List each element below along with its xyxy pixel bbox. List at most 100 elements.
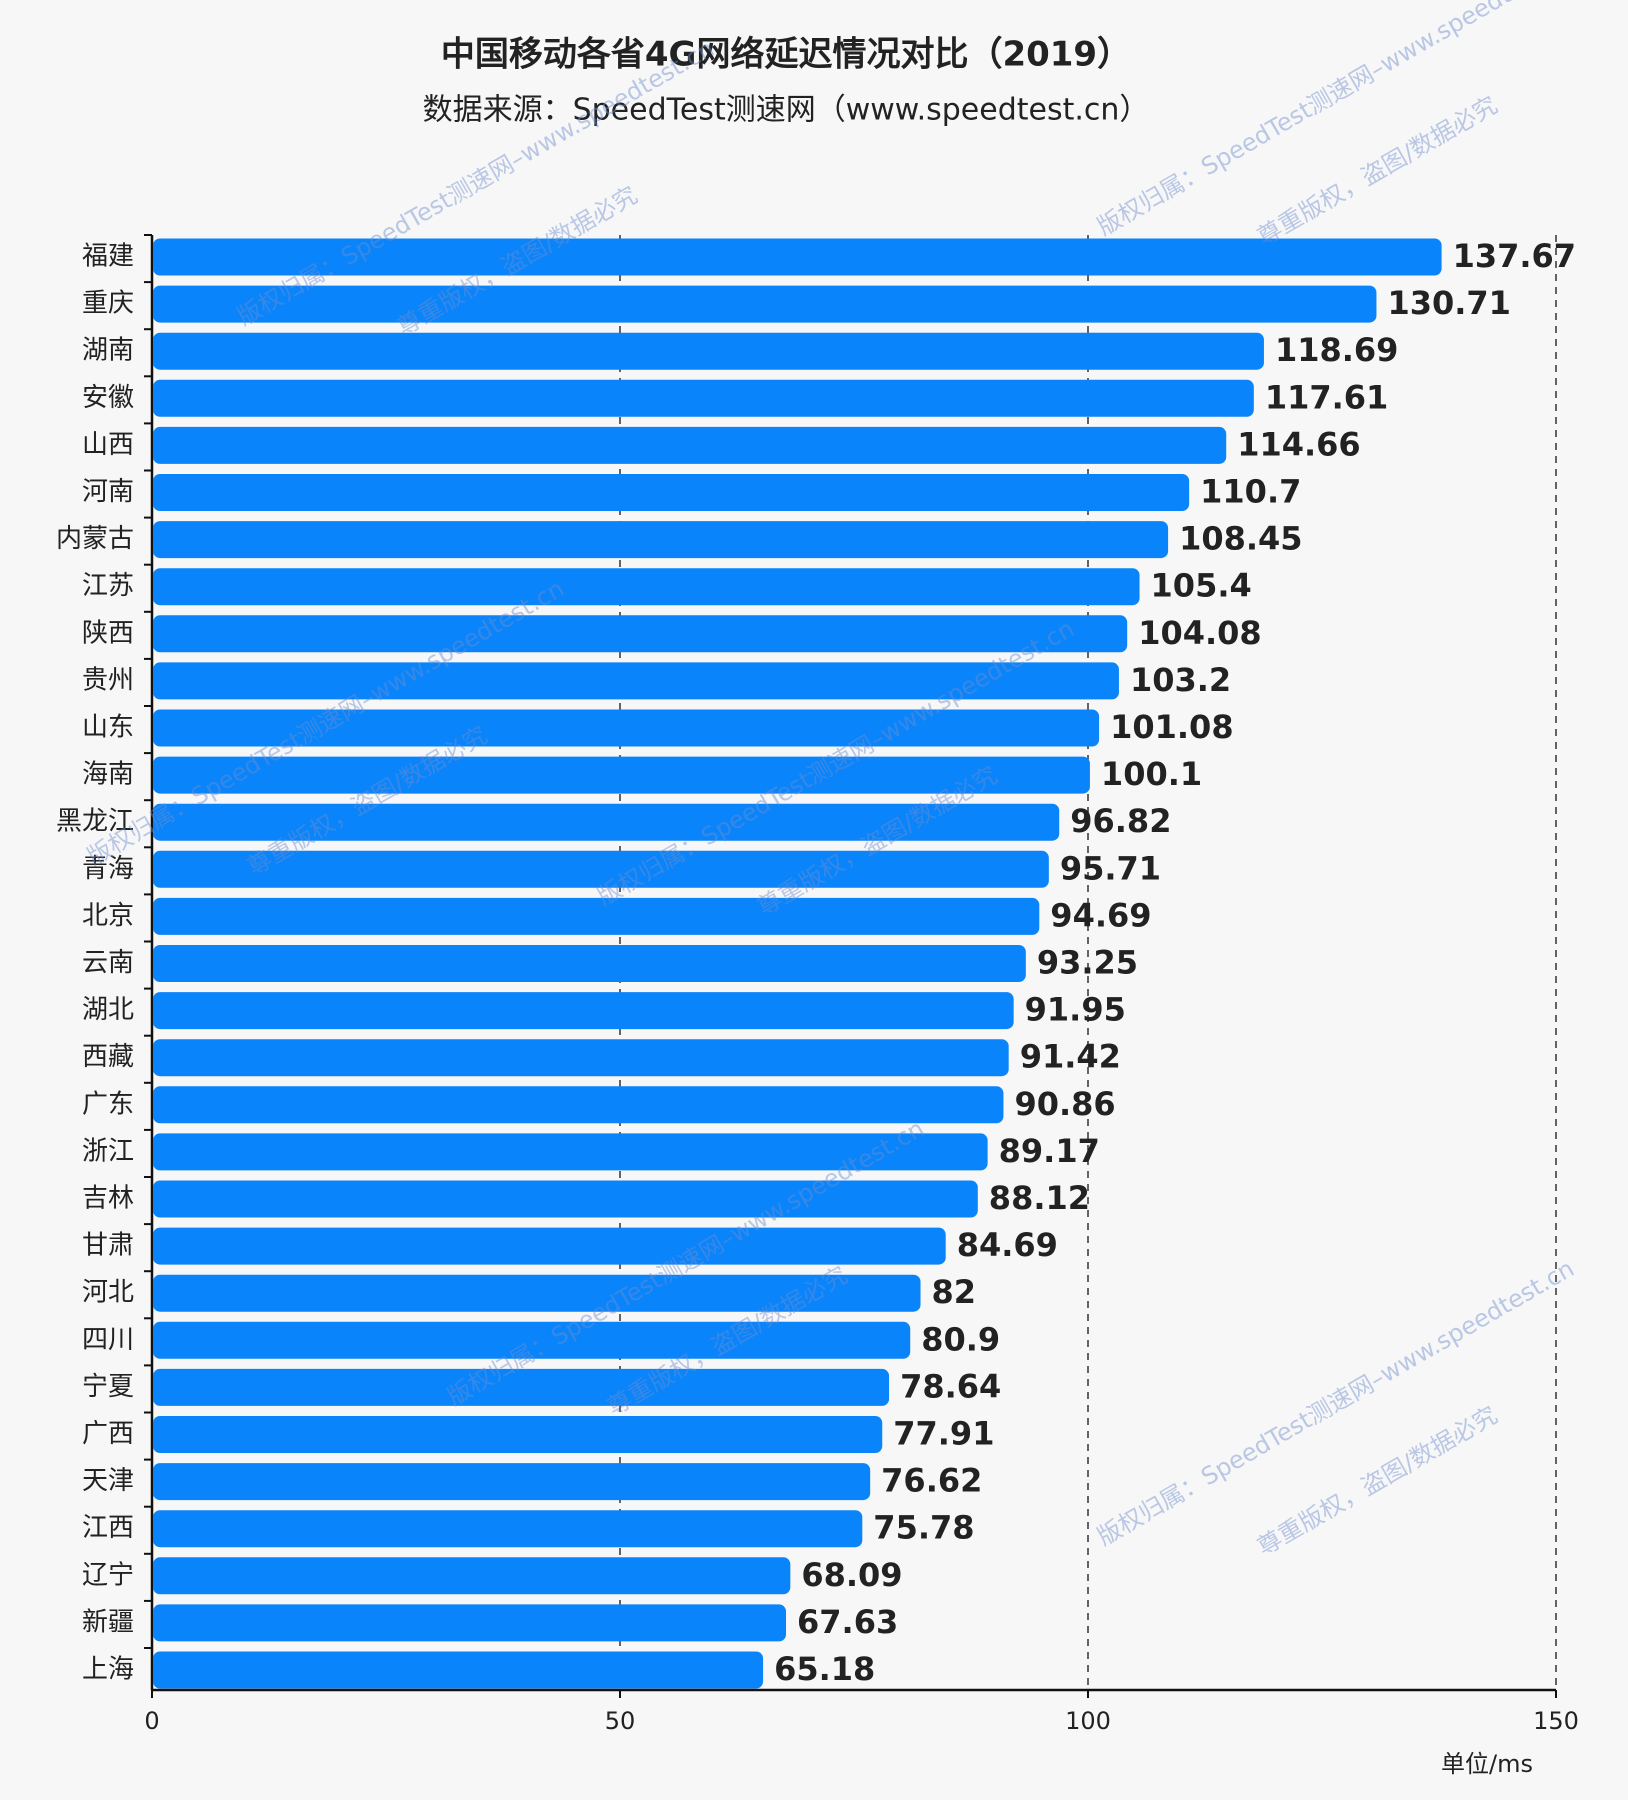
value-label: 84.69 xyxy=(957,1226,1058,1264)
bar xyxy=(153,897,1040,935)
value-label: 65.18 xyxy=(774,1650,875,1688)
y-tick-label: 海南 xyxy=(82,760,134,790)
y-tick-label: 广西 xyxy=(82,1419,134,1449)
bar xyxy=(153,1416,883,1453)
x-tick-label: 0 xyxy=(144,1707,159,1735)
value-label: 114.66 xyxy=(1237,425,1360,463)
y-tick-label: 辽宁 xyxy=(82,1560,134,1590)
bar xyxy=(153,615,1128,653)
y-tick-label: 云南 xyxy=(82,948,134,978)
y-tick-label: 西藏 xyxy=(82,1042,134,1072)
y-tick-label: 青海 xyxy=(82,854,134,884)
bar xyxy=(153,1039,1009,1077)
y-tick-label: 黑龙江 xyxy=(56,807,134,837)
bar xyxy=(153,1133,988,1171)
value-label: 77.91 xyxy=(893,1415,994,1453)
y-tick-label: 上海 xyxy=(82,1655,134,1685)
value-label: 89.17 xyxy=(999,1132,1100,1170)
y-tick-label: 重庆 xyxy=(82,289,134,319)
bar xyxy=(153,803,1060,841)
value-label: 118.69 xyxy=(1275,331,1398,369)
bar xyxy=(153,1557,791,1595)
bar xyxy=(153,1274,921,1312)
unit-label: 单位/ms xyxy=(1441,1750,1533,1778)
bar xyxy=(153,1321,911,1359)
y-tick-label: 浙江 xyxy=(82,1136,134,1166)
value-label: 104.08 xyxy=(1138,614,1261,652)
bar xyxy=(153,1086,1004,1124)
value-label: 75.78 xyxy=(873,1509,974,1547)
y-tick-label: 山西 xyxy=(82,430,134,460)
y-tick-label: 福建 xyxy=(82,242,134,272)
bar xyxy=(153,568,1140,606)
y-tick-label: 安徽 xyxy=(82,383,134,413)
value-label: 93.25 xyxy=(1037,944,1138,982)
value-label: 117.61 xyxy=(1265,378,1388,416)
value-label: 91.42 xyxy=(1020,1038,1121,1076)
bar xyxy=(153,285,1377,323)
value-label: 68.09 xyxy=(801,1556,902,1594)
value-label: 130.71 xyxy=(1387,284,1510,322)
bar xyxy=(153,1227,946,1265)
bar xyxy=(153,238,1442,276)
y-tick-label: 河南 xyxy=(82,477,134,507)
y-tick-label: 河北 xyxy=(82,1278,134,1308)
x-tick-label: 150 xyxy=(1533,1707,1579,1735)
value-label: 67.63 xyxy=(797,1603,898,1641)
value-label: 100.1 xyxy=(1101,755,1202,793)
y-tick-label: 山东 xyxy=(82,713,134,743)
value-label: 91.95 xyxy=(1025,991,1126,1029)
value-label: 80.9 xyxy=(921,1320,1000,1358)
y-tick-label: 天津 xyxy=(82,1466,134,1496)
value-label: 103.2 xyxy=(1130,661,1231,699)
value-label: 105.4 xyxy=(1151,567,1252,605)
bar xyxy=(153,426,1227,464)
value-label: 95.71 xyxy=(1060,849,1161,887)
y-tick-label: 新疆 xyxy=(82,1607,134,1637)
y-tick-label: 甘肃 xyxy=(82,1231,134,1261)
y-tick-label: 北京 xyxy=(82,901,134,931)
y-tick-label: 贵州 xyxy=(82,665,134,695)
bar xyxy=(153,709,1100,747)
y-tick-label: 吉林 xyxy=(82,1184,134,1214)
y-tick-label: 江苏 xyxy=(82,571,134,601)
bar xyxy=(153,992,1014,1030)
y-tick-label: 湖北 xyxy=(82,995,134,1025)
y-tick-label: 宁夏 xyxy=(82,1372,134,1402)
chart-subtitle: 数据来源：SpeedTest测速网（www.speedtest.cn） xyxy=(423,93,1150,128)
value-label: 137.67 xyxy=(1453,237,1576,275)
value-label: 82 xyxy=(932,1273,977,1311)
y-tick-label: 广东 xyxy=(82,1089,134,1119)
chart-title: 中国移动各省4G网络延迟情况对比（2019） xyxy=(441,35,1131,75)
value-label: 101.08 xyxy=(1110,708,1233,746)
bar xyxy=(153,379,1254,417)
bar xyxy=(153,1651,764,1689)
y-tick-label: 江西 xyxy=(82,1513,134,1543)
y-tick-label: 四川 xyxy=(82,1325,134,1355)
bar xyxy=(153,474,1190,511)
bar xyxy=(153,521,1169,559)
bar xyxy=(153,332,1264,370)
value-label: 90.86 xyxy=(1014,1085,1115,1123)
value-label: 88.12 xyxy=(989,1179,1090,1217)
bar xyxy=(153,850,1049,888)
y-tick-label: 内蒙古 xyxy=(56,524,134,554)
y-tick-label: 陕西 xyxy=(82,618,134,648)
value-label: 94.69 xyxy=(1050,896,1151,934)
bar xyxy=(153,1368,890,1406)
bar xyxy=(153,1604,787,1642)
x-tick-label: 100 xyxy=(1065,1707,1111,1735)
x-tick-label: 50 xyxy=(605,1707,636,1735)
value-label: 78.64 xyxy=(900,1367,1001,1405)
value-label: 110.7 xyxy=(1200,473,1301,511)
bar xyxy=(153,1510,863,1548)
bar xyxy=(153,662,1119,700)
bar xyxy=(153,756,1090,794)
y-tick-label: 湖南 xyxy=(82,336,134,366)
value-label: 76.62 xyxy=(881,1462,982,1500)
value-label: 96.82 xyxy=(1070,802,1171,840)
bar xyxy=(153,1463,871,1501)
bar xyxy=(153,945,1026,982)
bar xyxy=(153,1180,978,1218)
